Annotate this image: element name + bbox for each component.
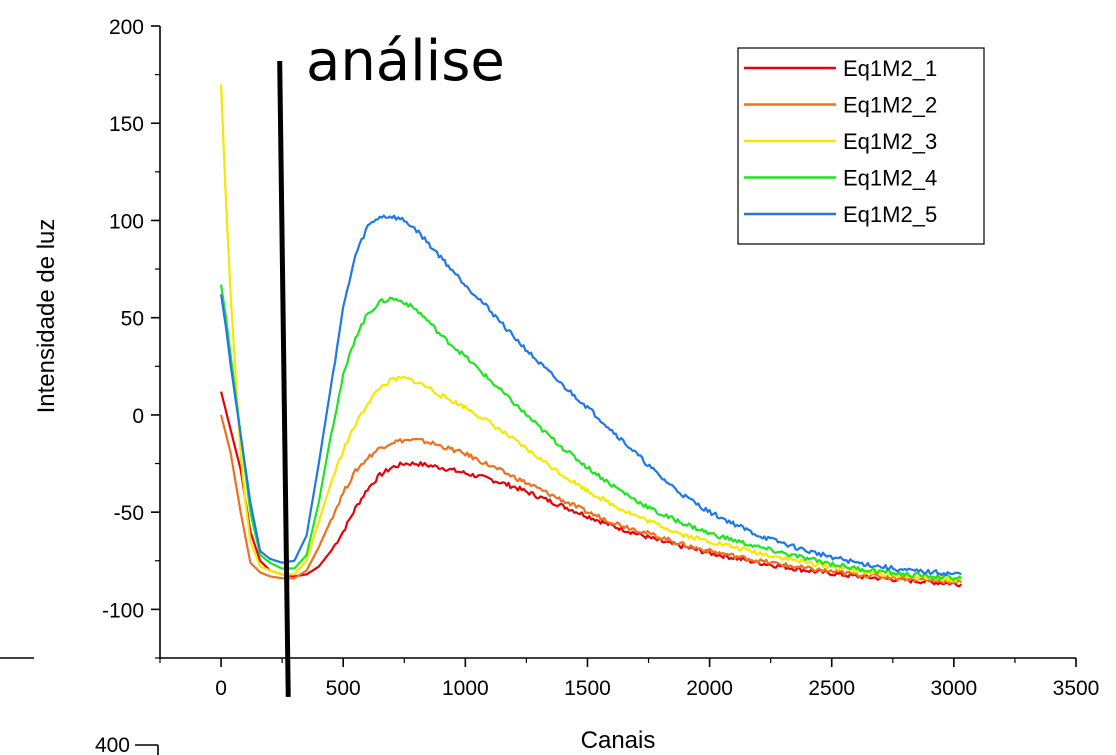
y-tick-label: 200	[109, 16, 144, 39]
x-tick-label: 2500	[808, 677, 855, 700]
legend-label-4: Eq1M2_4	[843, 166, 937, 191]
y-tick-label: 50	[121, 308, 144, 331]
series-line-1	[220, 391, 963, 588]
x-tick-label: 0	[215, 677, 227, 700]
lower-chart-fragment: 400	[95, 734, 159, 755]
x-tick-label: 1500	[564, 677, 611, 700]
legend-label-1: Eq1M2_1	[843, 56, 937, 81]
legend-label-3: Eq1M2_3	[843, 129, 937, 154]
y-tick-label: -100	[102, 599, 144, 622]
y-tick-label: 150	[109, 113, 144, 136]
x-tick-label: 3000	[931, 677, 978, 700]
y-tick-label: 0	[132, 405, 144, 428]
y-tick-label: -50	[114, 502, 144, 525]
legend-label-2: Eq1M2_2	[843, 93, 937, 118]
axes	[0, 26, 1076, 659]
annotation-divider-line	[277, 60, 291, 697]
annotation: análise	[277, 29, 505, 697]
y-ticks: -100 -50 0 50 100 150 200	[102, 16, 160, 659]
x-ticks: 0 500 1000 1500 2000 2500 3000 3500	[159, 658, 1100, 700]
x-tick-label: 500	[326, 677, 361, 700]
lower-y-tick-label: 400	[95, 734, 130, 755]
legend-label-5: Eq1M2_5	[843, 202, 937, 227]
series-line-5	[220, 214, 962, 577]
plot-lines	[220, 84, 963, 588]
series-line-4	[220, 284, 962, 581]
series-line-3	[220, 84, 962, 583]
legend-box	[737, 47, 985, 245]
x-tick-label: 1000	[442, 677, 489, 700]
x-tick-label: 3500	[1053, 677, 1100, 700]
y-tick-label: 100	[109, 210, 144, 233]
legend: Eq1M2_1 Eq1M2_2 Eq1M2_3 Eq1M2_4 Eq1M2_5	[737, 47, 985, 245]
x-tick-label: 2000	[686, 677, 733, 700]
y-axis-title: Intensidade de luz	[33, 219, 60, 414]
x-axis-title: Canais	[581, 727, 656, 754]
annotation-text: análise	[306, 29, 505, 94]
